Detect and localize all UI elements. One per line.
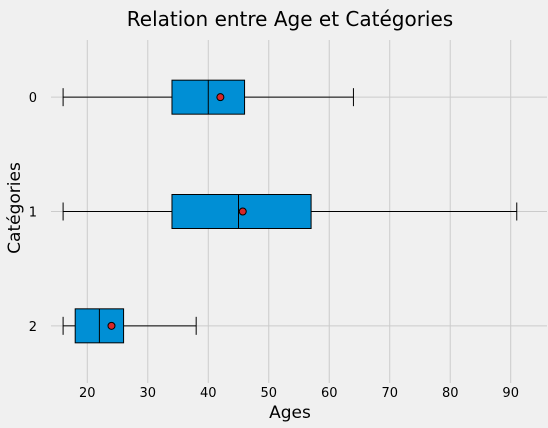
box-group bbox=[62, 308, 197, 344]
boxes bbox=[62, 79, 518, 344]
x-tick-label: 90 bbox=[502, 386, 519, 401]
x-tick-label: 30 bbox=[140, 386, 157, 401]
x-tick-label: 20 bbox=[79, 386, 96, 401]
x-tick-label: 70 bbox=[381, 386, 398, 401]
box-group bbox=[62, 79, 354, 115]
y-tick-label: 0 bbox=[29, 91, 37, 106]
y-tick-label: 2 bbox=[29, 320, 37, 335]
x-tick-label: 50 bbox=[260, 386, 277, 401]
x-tick-label: 80 bbox=[442, 386, 459, 401]
mean-marker bbox=[107, 321, 116, 330]
y-axis-label: Catégories bbox=[5, 162, 25, 254]
mean-marker bbox=[238, 207, 247, 216]
x-tick-label: 60 bbox=[321, 386, 338, 401]
box-group bbox=[62, 194, 518, 229]
x-tick-label: 40 bbox=[200, 386, 217, 401]
y-tick-labels: 0 1 2 bbox=[29, 91, 37, 335]
mean-marker bbox=[216, 93, 225, 102]
x-tick-labels: 20 30 40 50 60 70 80 90 bbox=[79, 386, 519, 401]
chart-title: Relation entre Age et Catégories bbox=[127, 7, 453, 31]
x-axis-label: Ages bbox=[269, 403, 311, 423]
y-tick-label: 1 bbox=[29, 206, 37, 221]
